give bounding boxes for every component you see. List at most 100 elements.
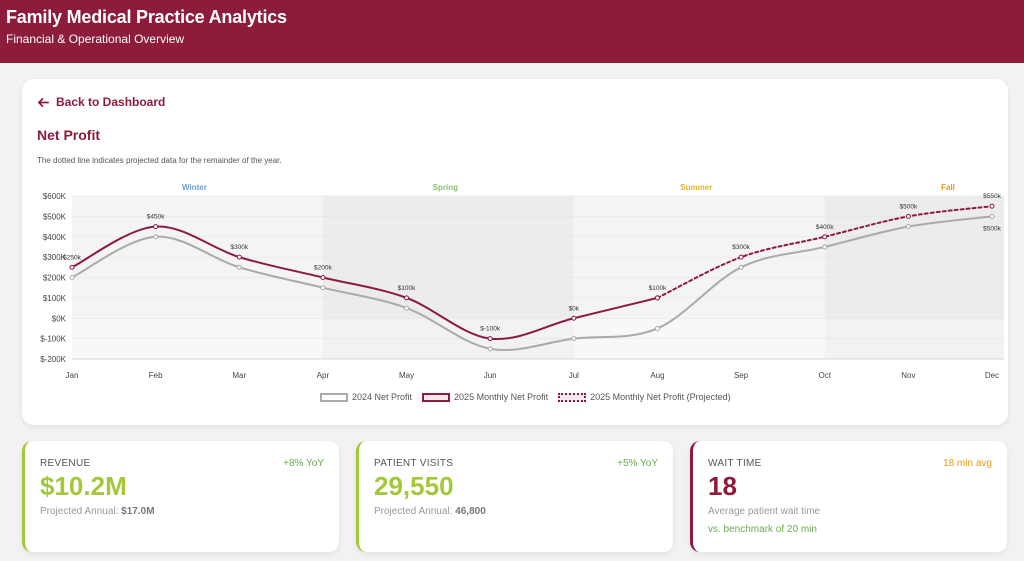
series-2024-point: [487, 346, 493, 352]
legend-item-projected[interactable]: 2025 Monthly Net Profit (Projected): [558, 392, 731, 402]
app-title: Family Medical Practice Analytics: [6, 7, 287, 27]
series-2024-point: [989, 213, 995, 219]
series-2025-point: [571, 315, 577, 321]
data-label: $450k: [147, 214, 165, 221]
kpi-projected-label: Projected Annual:: [40, 506, 119, 517]
x-tick-label: Jul: [569, 371, 579, 380]
x-tick-label: Nov: [901, 371, 915, 380]
card-title: Net Profit: [37, 127, 100, 143]
kpi-projected-value: 46,800: [455, 506, 486, 517]
x-tick-label: Mar: [232, 371, 246, 380]
series-2025-line: [71, 225, 659, 341]
kpi-yoy: +5% YoY: [617, 458, 658, 469]
series-2024-point: [654, 325, 660, 331]
data-label: $300k: [732, 244, 750, 251]
series-2024-point: [236, 264, 242, 270]
kpi-projected-value: $17.0M: [121, 506, 155, 517]
data-label: $300k: [230, 244, 248, 251]
kpi-benchmark: vs. benchmark of 20 min: [708, 524, 817, 535]
legend-label-2025: 2025 Monthly Net Profit: [454, 392, 549, 402]
data-label: $-100k: [480, 326, 501, 333]
x-tick-label: Apr: [317, 371, 330, 380]
y-tick-label: $200K: [43, 274, 67, 283]
series-2025-projected-point: [822, 234, 828, 240]
kpi-card-wait-time: WAIT TIME 18 min avg 18 Average patient …: [690, 441, 1007, 552]
legend-label-2024: 2024 Net Profit: [352, 392, 413, 402]
kpi-card-revenue: REVENUE +8% YoY $10.2M Projected Annual:…: [22, 441, 339, 552]
x-tick-label: Sep: [734, 371, 749, 380]
legend-swatch-projected: [558, 392, 587, 402]
kpi-value: 18: [708, 471, 737, 501]
series-2025-point: [320, 275, 326, 280]
back-link-label: Back to Dashboard: [56, 95, 166, 109]
back-to-dashboard-link[interactable]: Back to Dashboard: [37, 95, 165, 109]
x-tick-label: Oct: [819, 371, 832, 380]
y-tick-label: $100K: [43, 294, 67, 303]
kpi-card-patient-visits: PATIENT VISITS +5% YoY 29,550 Projected …: [356, 441, 673, 552]
x-tick-label: Dec: [985, 371, 999, 380]
series-2025-projected-point: [905, 213, 911, 219]
kpi-projected-label: Projected Annual:: [374, 506, 453, 517]
kpi-label: REVENUE: [40, 458, 91, 469]
kpi-label: WAIT TIME: [708, 458, 762, 469]
data-label: $100k: [398, 285, 416, 292]
app-header: Family Medical Practice Analytics Financ…: [0, 0, 1024, 63]
series-2024-point: [905, 224, 911, 230]
data-label: $100k: [649, 285, 667, 292]
series-2024-point: [404, 305, 410, 311]
data-label: $550k: [983, 193, 1001, 200]
series-2024-point: [571, 336, 577, 342]
season-label: Spring: [433, 183, 458, 192]
x-tick-label: Feb: [149, 371, 163, 380]
arrow-left-icon: [38, 97, 49, 107]
series-2024-point: [320, 285, 326, 291]
series-2025-projected-point: [654, 295, 660, 301]
kpi-value: 29,550: [374, 471, 454, 501]
y-tick-label: $600K: [43, 192, 67, 201]
kpi-projected: Projected Annual: $17.0M: [40, 506, 155, 517]
data-label: $400k: [816, 224, 834, 231]
series-2025-point: [487, 336, 493, 342]
series-2025-projected-point: [738, 254, 744, 260]
app-subtitle: Financial & Operational Overview: [6, 32, 185, 46]
chart-legend: 2024 Net Profit 2025 Monthly Net Profit …: [320, 392, 735, 402]
series-2025-point: [153, 224, 159, 230]
y-tick-label: $400K: [43, 233, 67, 242]
series-2024-point: [822, 244, 828, 250]
series-2024-point: [69, 275, 75, 280]
x-tick-label: Aug: [650, 371, 664, 380]
series-2025-point: [404, 295, 410, 301]
legend-swatch-2025: [422, 392, 451, 402]
y-tick-label: $300K: [43, 253, 67, 262]
kpi-description: Average patient wait time: [708, 506, 821, 517]
data-label: $200k: [314, 265, 332, 272]
x-tick-label: Jan: [66, 371, 79, 380]
y-tick-label: $500K: [43, 212, 67, 221]
legend-label-projected: 2025 Monthly Net Profit (Projected): [590, 392, 731, 402]
net-profit-chart: Winter Spring Summer Fall $-200K $-100K $0K $10…: [40, 183, 1004, 380]
data-label: $500k: [900, 203, 918, 210]
legend-swatch-2024: [320, 392, 348, 402]
kpi-value: $10.2M: [40, 471, 127, 501]
kpi-projected: Projected Annual: 46,800: [374, 506, 486, 517]
data-label-2024: $500k: [983, 225, 1001, 232]
kpi-label: PATIENT VISITS: [374, 458, 454, 469]
legend-item-2025[interactable]: 2025 Monthly Net Profit: [422, 392, 548, 402]
kpi-average: 18 min avg: [943, 458, 992, 469]
series-2025-point: [69, 264, 75, 270]
legend-item-2024[interactable]: 2024 Net Profit: [320, 392, 412, 402]
series-2024-point: [738, 264, 744, 270]
y-tick-label: $0K: [52, 314, 67, 323]
y-tick-label: $-200K: [40, 355, 66, 364]
kpi-yoy: +8% YoY: [283, 458, 324, 469]
series-2025-projected-point: [989, 203, 995, 209]
x-tick-label: May: [399, 371, 414, 380]
card-note: The dotted line indicates projected data…: [37, 156, 282, 165]
data-label: $250k: [63, 254, 81, 261]
season-label: Fall: [941, 183, 955, 192]
season-label: Summer: [680, 183, 712, 192]
data-label: $0k: [569, 305, 580, 312]
season-label: Winter: [182, 183, 207, 192]
series-2024-line: [71, 215, 993, 352]
series-2025-point: [236, 254, 242, 260]
